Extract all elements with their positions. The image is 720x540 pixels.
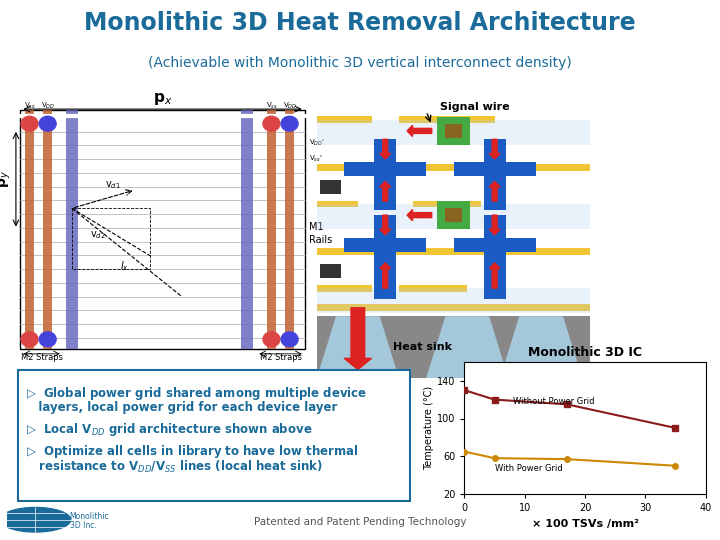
FancyArrow shape [489,139,500,159]
Bar [320,180,341,194]
FancyArrow shape [379,139,391,159]
Bar [454,162,536,176]
FancyArrow shape [407,125,432,137]
Y-axis label: Temperature (°C): Temperature (°C) [424,386,434,470]
Bar [317,164,590,171]
Text: V$_{DD}$: V$_{DD}$ [40,101,55,111]
Bar [437,117,470,145]
Bar [374,167,396,210]
FancyArrow shape [489,263,500,288]
Text: Patented and Patent Pending Technology: Patented and Patent Pending Technology [253,517,467,527]
Text: v$_{d2}$: v$_{d2}$ [90,230,106,241]
Text: V$_{DD}$: V$_{DD}$ [282,101,297,111]
FancyArrow shape [489,181,500,201]
Circle shape [281,116,298,131]
Text: With Power Grid: With Power Grid [495,464,562,474]
Bar [317,288,590,313]
Circle shape [39,332,56,347]
Bar [374,215,396,238]
Bar [317,200,358,207]
Bar [317,305,590,311]
Text: $\triangleright$  Global power grid shared among multiple device: $\triangleright$ Global power grid share… [27,384,368,402]
Bar [317,116,372,123]
Bar [484,167,505,210]
Text: p$_y$: p$_y$ [0,170,14,188]
Bar [25,110,34,349]
Bar [267,110,276,349]
Text: $\triangleright$  Optimize all cells in library to have low thermal: $\triangleright$ Optimize all cells in l… [27,443,359,460]
Bar [437,201,470,229]
Bar [484,243,505,299]
Bar [454,238,536,252]
Bar [241,110,253,349]
Bar [399,285,467,292]
Polygon shape [317,316,399,378]
Text: V$_{ss}$: V$_{ss}$ [266,101,277,111]
Circle shape [39,116,56,131]
Bar [285,110,294,349]
Bar [66,110,78,349]
FancyArrow shape [379,181,391,201]
Text: M2 Straps: M2 Straps [21,353,63,362]
Bar [484,139,505,162]
Text: layers, local power grid for each device layer: layers, local power grid for each device… [27,401,338,414]
FancyArrow shape [379,263,391,288]
Text: Heat sink: Heat sink [393,342,452,352]
FancyArrow shape [489,215,500,235]
Text: $\triangleright$  Local V$_{DD}$ grid architecture shown above: $\triangleright$ Local V$_{DD}$ grid arc… [27,421,313,438]
FancyArrow shape [379,215,391,235]
Bar [320,264,341,278]
Text: M2 Straps: M2 Straps [259,353,302,362]
Text: V$_{DD}$': V$_{DD}$' [310,138,325,148]
Text: Without Power Grid: Without Power Grid [513,397,594,406]
X-axis label: × 100 TSVs /mm²: × 100 TSVs /mm² [531,519,639,529]
Bar [413,200,481,207]
Bar [317,285,372,292]
Bar [344,162,426,176]
Circle shape [263,116,280,131]
Bar [317,120,590,145]
Text: p$_x$: p$_x$ [153,91,172,107]
Bar [484,215,505,238]
Text: Monolithic 3D Heat Removal Architecture: Monolithic 3D Heat Removal Architecture [84,11,636,35]
Bar [446,208,462,222]
Circle shape [0,508,71,532]
Text: M1: M1 [310,221,324,232]
Text: Rails: Rails [310,235,333,245]
Text: Monolithic: Monolithic [70,512,109,521]
Polygon shape [426,316,508,378]
FancyArrow shape [407,210,432,221]
Bar [446,124,462,138]
Bar [344,238,426,252]
Circle shape [21,116,38,131]
Text: v$_{d1}$: v$_{d1}$ [105,179,121,191]
Polygon shape [500,316,582,378]
Text: V$_{ss}$': V$_{ss}$' [310,154,323,164]
Text: (Achievable with Monolithic 3D vertical interconnect density): (Achievable with Monolithic 3D vertical … [148,56,572,70]
Bar [317,316,590,378]
Circle shape [263,332,280,347]
Circle shape [281,332,298,347]
Text: Signal wire: Signal wire [440,102,510,112]
Circle shape [21,332,38,347]
FancyArrow shape [344,308,372,369]
Text: V$_{ss}$: V$_{ss}$ [24,101,35,111]
Bar [399,116,495,123]
Title: Monolithic 3D IC: Monolithic 3D IC [528,346,642,359]
Text: l$_x$: l$_x$ [120,259,129,273]
Bar [374,243,396,299]
FancyBboxPatch shape [19,370,410,501]
Bar [43,110,53,349]
Bar [374,139,396,162]
Bar [317,248,590,255]
Bar [317,204,590,229]
Text: 3D Inc.: 3D Inc. [70,521,96,530]
Text: resistance to V$_{DD}$/V$_{SS}$ lines (local heat sink): resistance to V$_{DD}$/V$_{SS}$ lines (l… [27,459,323,475]
